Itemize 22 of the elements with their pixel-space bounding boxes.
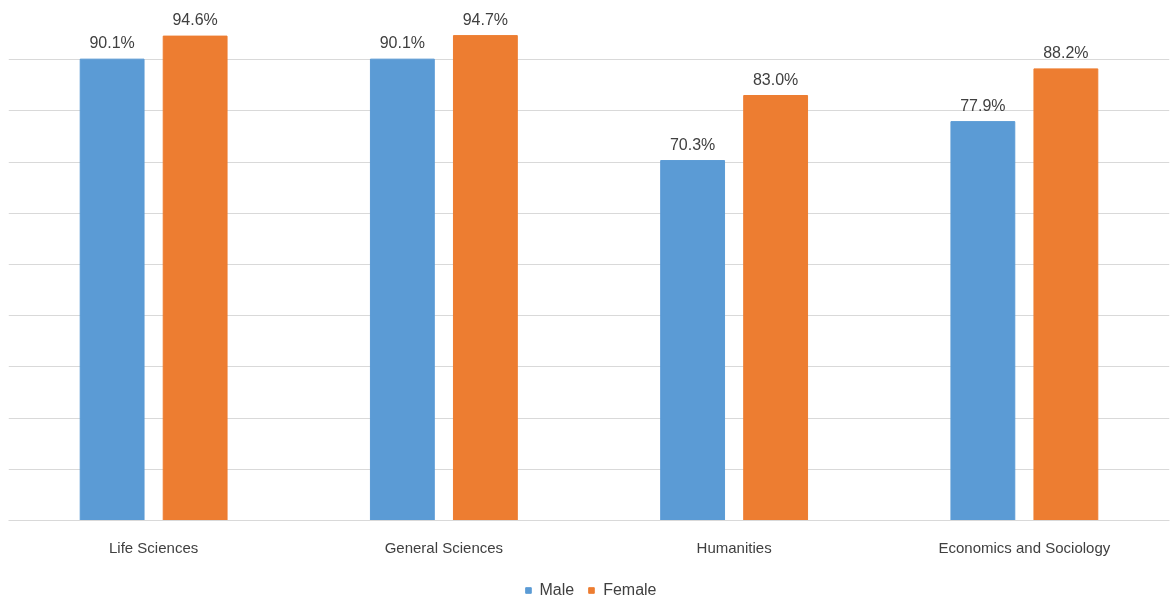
bar [743, 95, 809, 521]
bar [162, 35, 228, 521]
x-tick-label: Humanities [696, 538, 772, 556]
bar [950, 121, 1016, 521]
data-label: 94.7% [462, 10, 509, 28]
data-label: 88.2% [1043, 43, 1089, 61]
data-label: 77.9% [960, 96, 1006, 114]
bar [660, 160, 726, 521]
data-label: 90.1% [379, 34, 426, 52]
legend-label: Female [603, 581, 657, 599]
bar [79, 58, 145, 521]
bar [1033, 68, 1099, 521]
legend-label: Male [539, 581, 575, 599]
data-label: 90.1% [89, 34, 135, 52]
data-label: 83.0% [752, 70, 799, 88]
x-tick-label: Economics and Sociology [938, 538, 1111, 556]
data-label: 94.6% [172, 11, 218, 29]
bar [452, 35, 518, 521]
x-tick-label: Life Sciences [109, 538, 199, 556]
data-label: 70.3% [669, 135, 716, 153]
bar [369, 58, 435, 521]
x-tick-label: General Sciences [384, 538, 504, 556]
